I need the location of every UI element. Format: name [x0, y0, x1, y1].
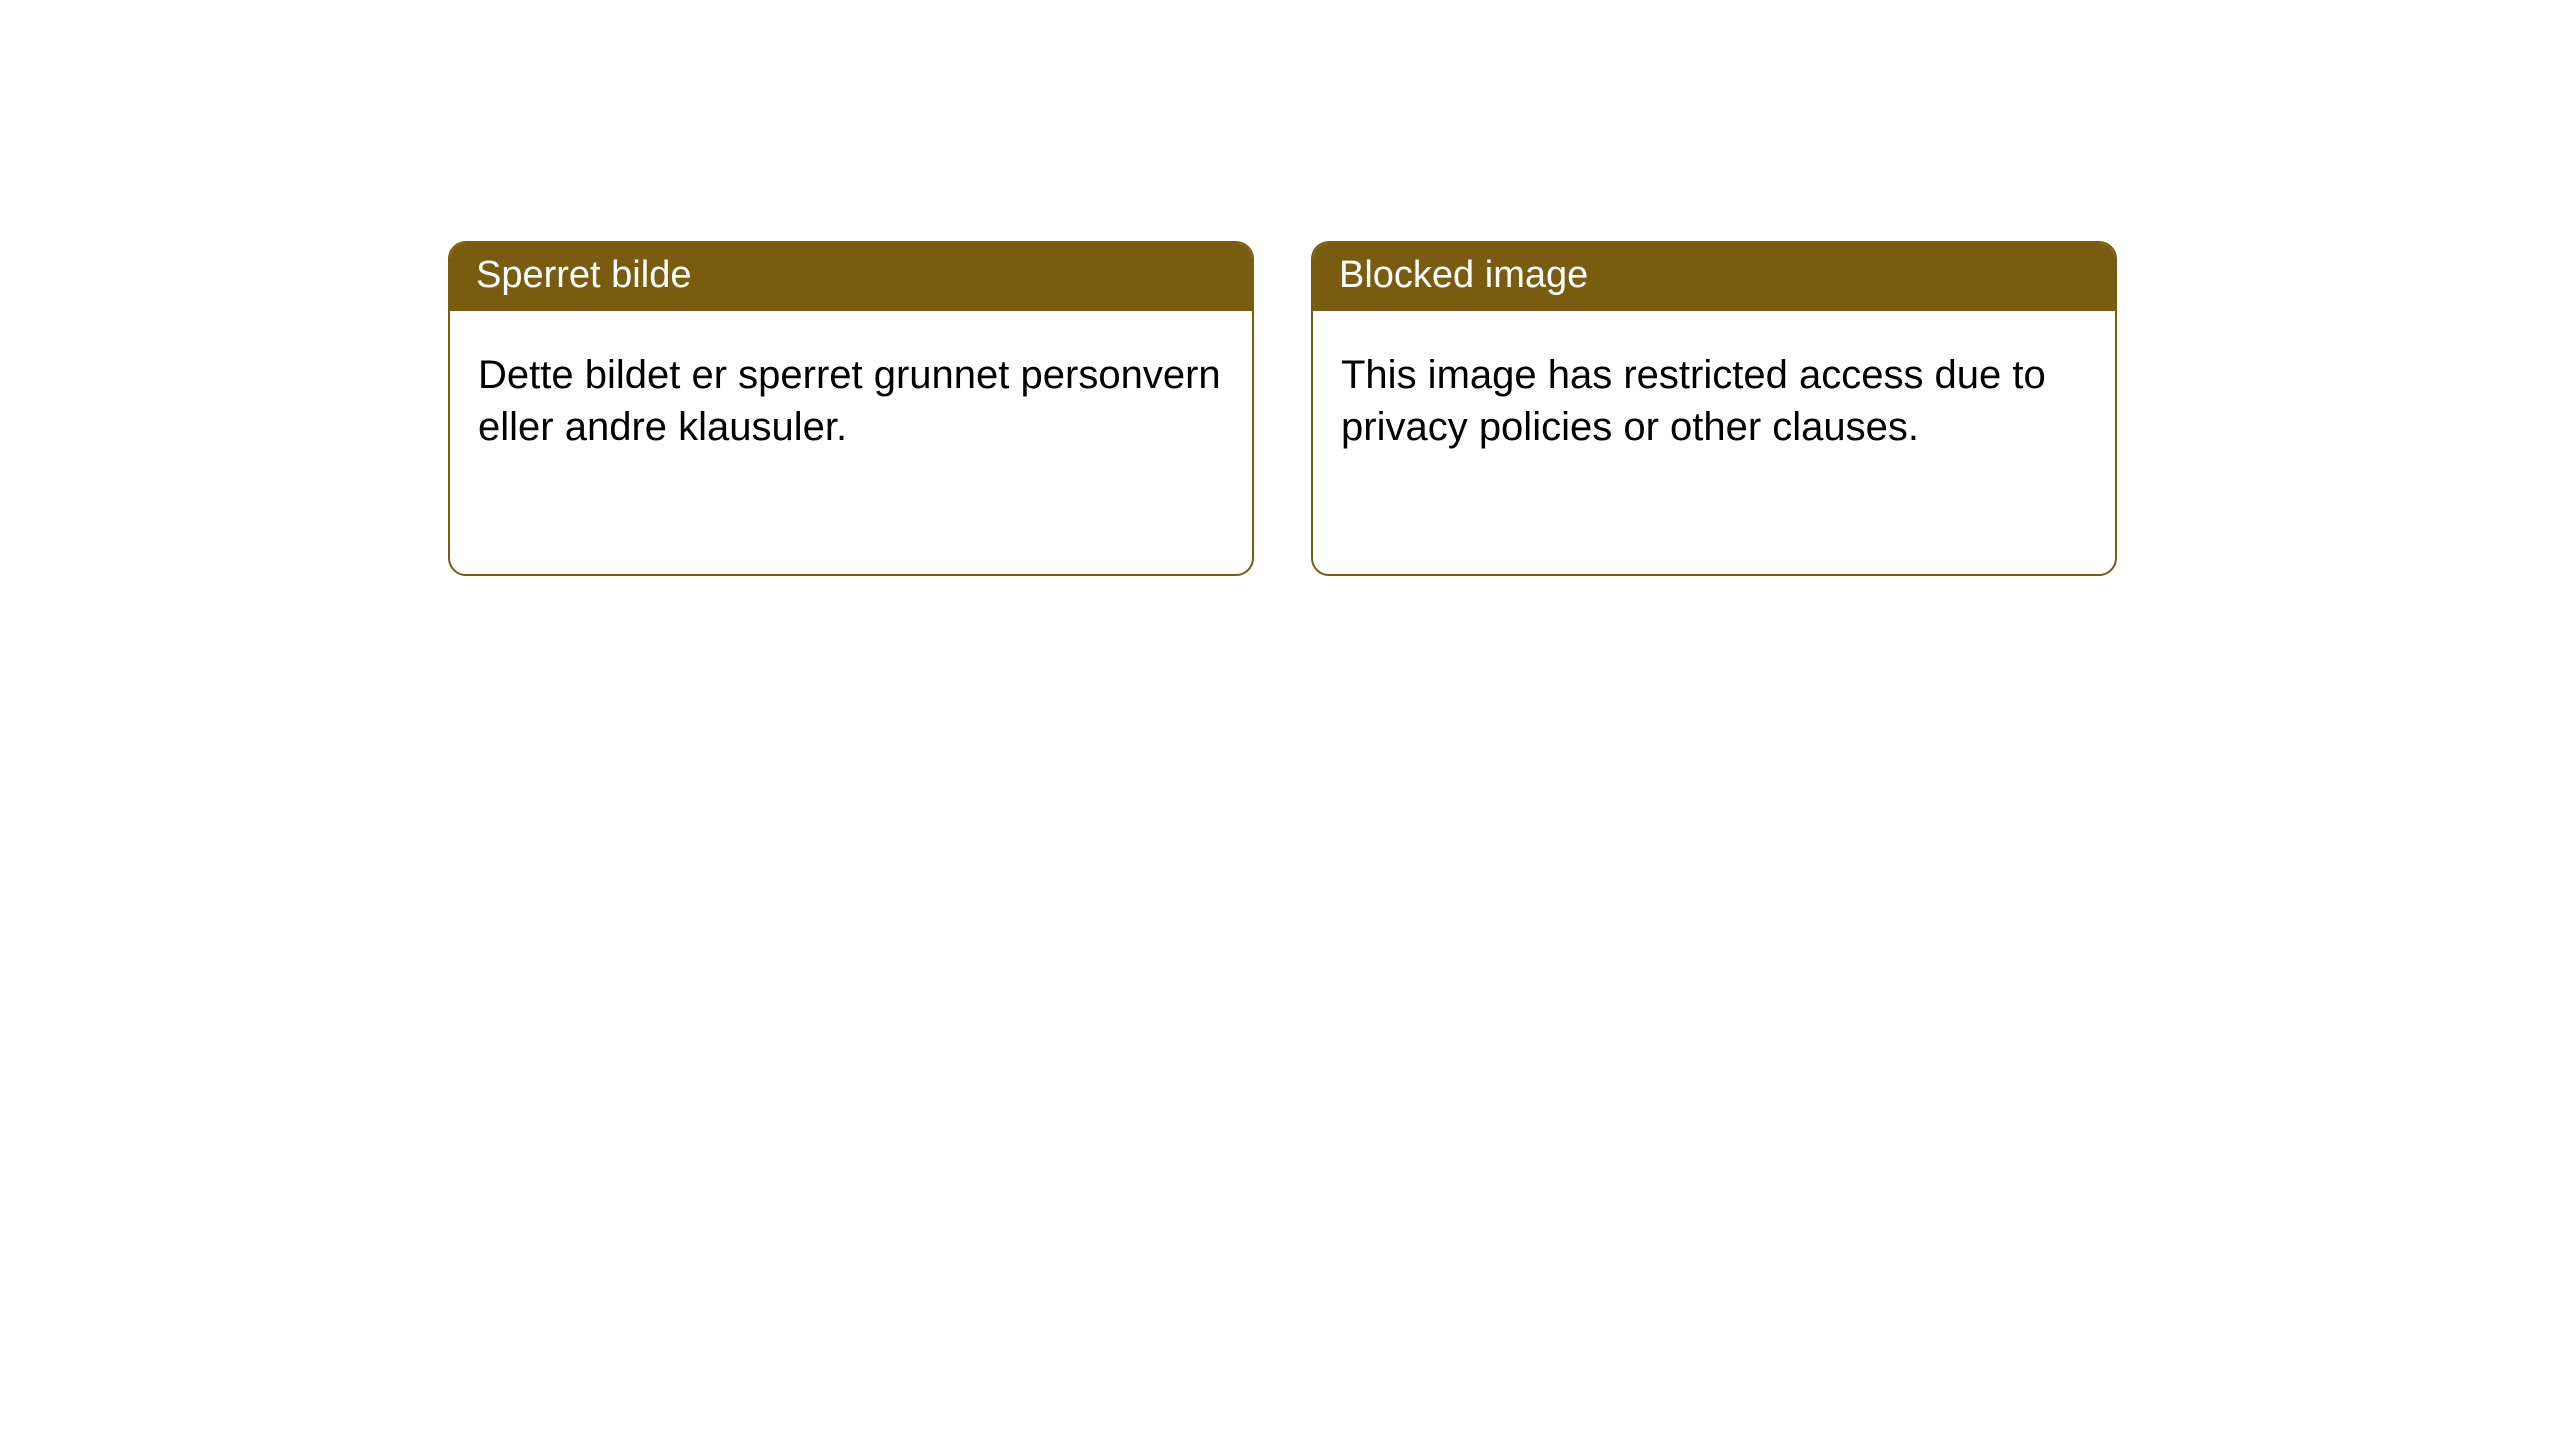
- notice-body: Dette bildet er sperret grunnet personve…: [450, 311, 1252, 481]
- notice-box-norwegian: Sperret bilde Dette bildet er sperret gr…: [448, 241, 1254, 576]
- notice-header: Sperret bilde: [450, 243, 1252, 311]
- notice-box-english: Blocked image This image has restricted …: [1311, 241, 2117, 576]
- notices-container: Sperret bilde Dette bildet er sperret gr…: [0, 0, 2560, 576]
- notice-header: Blocked image: [1313, 243, 2115, 311]
- notice-body: This image has restricted access due to …: [1313, 311, 2115, 481]
